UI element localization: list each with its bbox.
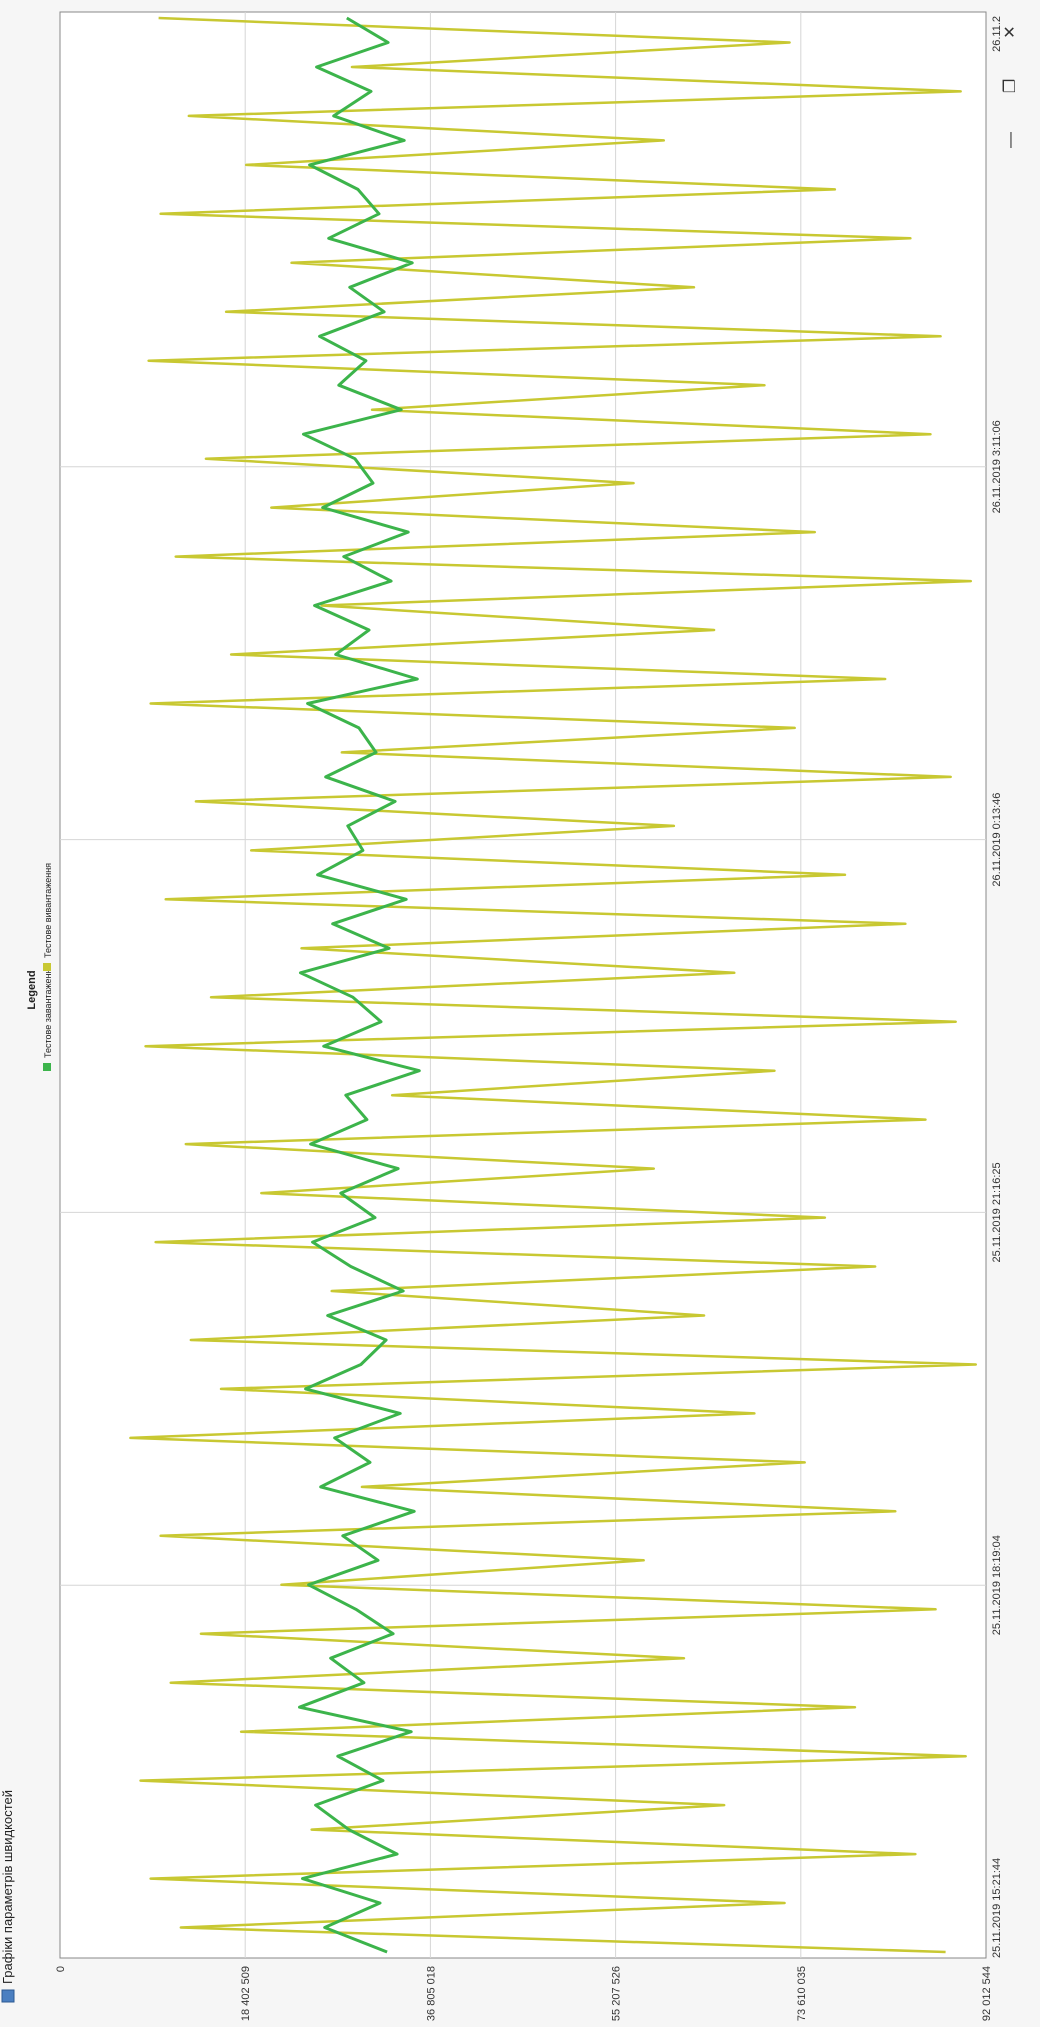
close-icon[interactable]: ✕ [1002,25,1019,38]
legend: Legend Тестове завантаження Тестове вива… [26,863,53,1071]
title-bar: Графіки параметрів швидкостей [0,1790,15,2003]
legend-label-series-1: Тестове завантаження [43,964,53,1058]
chart-app-icon [1,1989,15,2003]
time-tick-label: 25.11.2019 21:16:25 [991,1162,1003,1262]
legend-swatch-series-2 [43,963,51,971]
value-tick-label: 73 610 035 [796,1966,808,2021]
tick-labels: 0 18 402 509 36 805 018 55 207 526 73 610 03… [55,16,1003,2021]
value-tick-label: 92 012 544 [981,1966,993,2021]
value-tick-label: 0 [55,1966,67,1972]
series-line-testove-vyvantazhennia [129,16,978,1954]
time-tick-label: 26.11.2019 0:13:46 [991,793,1003,887]
window-controls: — ❐ ✕ [1002,25,1019,148]
value-tick-label: 36 805 018 [425,1966,437,2021]
series-layer [129,16,978,1954]
minimize-icon[interactable]: — [1002,132,1019,148]
time-tick-label: 26.11.2019 3:11:06 [991,420,1003,513]
time-tick-label: 25.11.2019 15:21:44 [991,1858,1003,1958]
legend-swatch-series-1 [43,1063,51,1071]
legend-label-series-2: Тестове вивантаження [43,863,53,958]
restore-icon[interactable]: ❐ [1002,79,1019,93]
series-line-testove-zavantazhennia [298,16,421,1954]
time-tick-label: 25.11.2019 18:19:04 [991,1535,1003,1635]
legend-title: Legend [26,970,38,1009]
time-tick-label: 26.11.2 [991,16,1003,52]
value-tick-label: 55 207 526 [611,1966,623,2021]
window-title: Графіки параметрів швидкостей [0,1790,15,1984]
value-tick-label: 18 402 509 [240,1966,252,2021]
grid [60,12,986,1958]
